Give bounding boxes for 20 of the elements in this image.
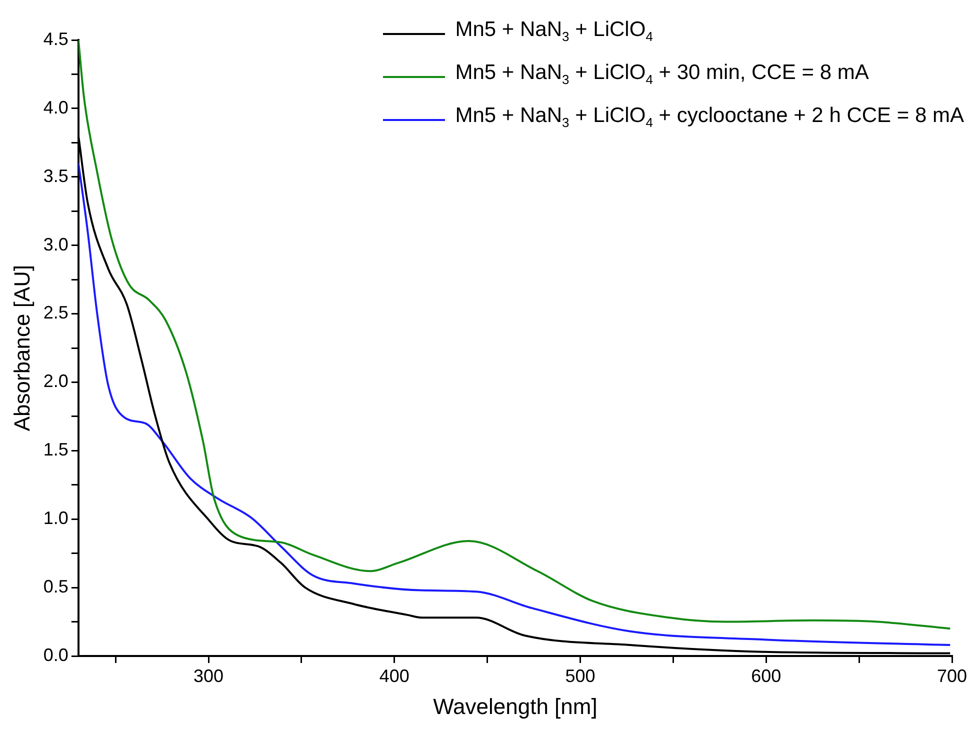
x-tick-label: 600 <box>751 666 782 686</box>
x-tick-label: 700 <box>936 666 968 686</box>
y-tick-label: 0.5 <box>43 576 68 597</box>
x-tick-label: 300 <box>194 666 224 686</box>
y-tick-label: 0.0 <box>43 644 68 665</box>
y-tick-label: 1.5 <box>43 440 68 460</box>
y-tick-label: 3.0 <box>43 234 68 254</box>
x-tick-label: 400 <box>379 666 410 686</box>
y-tick-label: 3.5 <box>43 166 68 186</box>
x-tick-label: 500 <box>565 666 596 686</box>
legend-label: Mn5 + NaN$_{3}$ + LiClO$_{4}$ + 30 min, CCE = 8 mA <box>455 60 869 90</box>
y-tick-label: 4.5 <box>43 28 68 49</box>
y-tick-label: 2.5 <box>43 302 68 323</box>
legend-label: Mn5 + NaN$_{3}$ + LiClO$_{4}$ + cyclooctane + 2 h CCE = 8 mA <box>455 103 964 133</box>
y-tick-label: 1.0 <box>43 508 68 528</box>
x-axis-title: Wavelength [nm] <box>433 694 598 719</box>
y-tick-label: 4.0 <box>43 97 68 118</box>
legend-label: Mn5 + NaN$_{3}$ + LiClO$_{4}$ <box>455 17 653 46</box>
y-tick-label: 2.0 <box>43 371 68 392</box>
y-axis-title: Absorbance [AU] <box>9 264 34 432</box>
